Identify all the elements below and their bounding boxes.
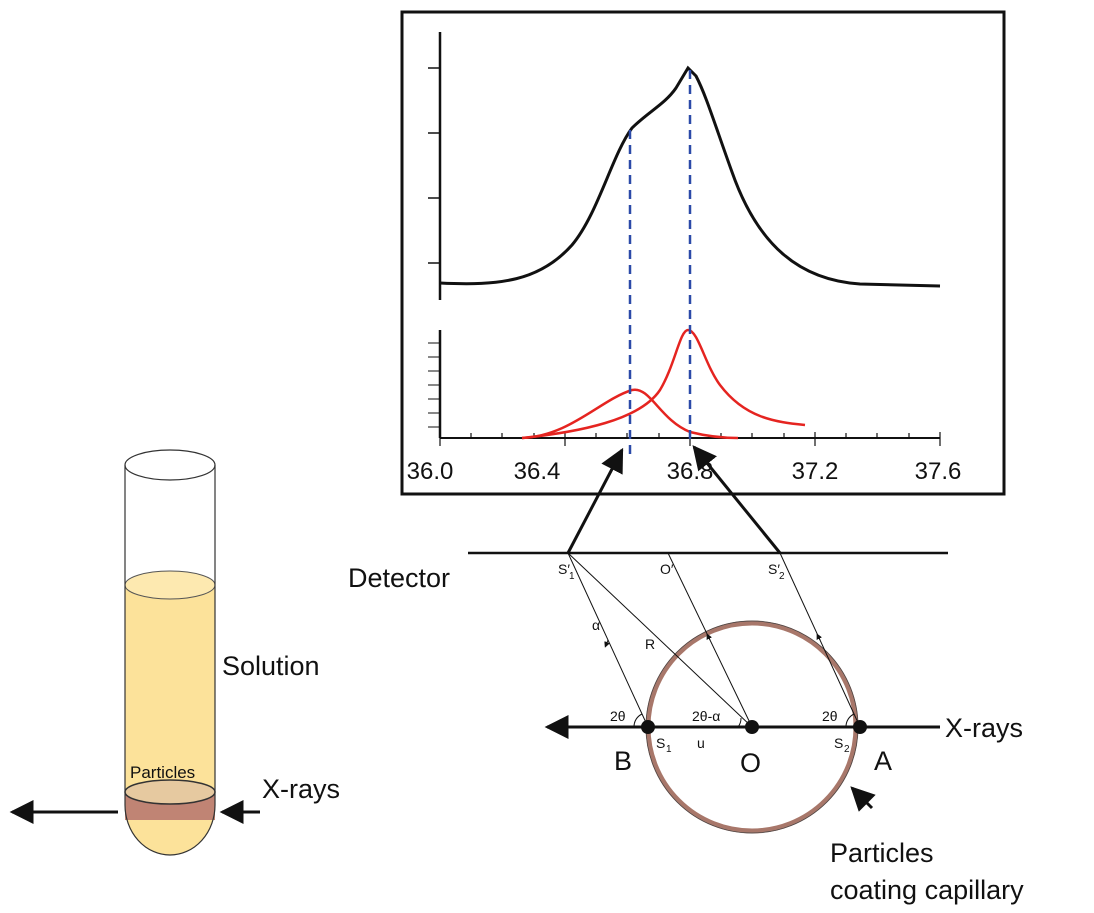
solution-surface xyxy=(125,571,215,599)
label: 2θ xyxy=(610,708,626,724)
label: Particles xyxy=(830,838,934,868)
point xyxy=(641,720,655,734)
label: Detector xyxy=(348,563,450,593)
fit-peak-main xyxy=(522,330,805,438)
diagram: 36.0 36.4 36.8 37.2 37.6 Solution Partic… xyxy=(0,0,1094,913)
lower-ticks xyxy=(428,343,440,427)
label: Solution xyxy=(222,651,320,681)
plot-frame xyxy=(402,12,1004,494)
x-tick-label: 36.0 xyxy=(407,458,454,485)
label: 1 xyxy=(569,571,575,582)
label: X-rays xyxy=(262,774,340,804)
geometry: Detector S′ 1 O′ S′ 2 α R 2θ 2θ-α 2θ S 1… xyxy=(348,447,1024,905)
label: S xyxy=(834,735,843,751)
label: A xyxy=(874,746,892,776)
angle-arcs xyxy=(634,714,854,727)
projection-arrow xyxy=(568,450,622,553)
upper-ticks xyxy=(428,68,440,263)
label: X-rays xyxy=(945,713,1023,743)
label: R xyxy=(645,636,655,652)
label: u xyxy=(697,735,705,751)
plot: 36.0 36.4 36.8 37.2 37.6 xyxy=(402,12,1004,494)
x-tick-label: 36.4 xyxy=(514,458,561,485)
test-tube: Solution Particles X-rays xyxy=(12,450,340,855)
label: O xyxy=(740,748,761,778)
label: α xyxy=(592,617,600,633)
label: S xyxy=(656,735,665,751)
point xyxy=(853,720,867,734)
label: B xyxy=(614,746,632,776)
particle-band-top xyxy=(125,780,215,804)
label: 2θ-α xyxy=(692,708,720,724)
tube-rim xyxy=(125,450,215,480)
label: 1 xyxy=(666,744,672,755)
x-tick-label: 37.6 xyxy=(915,458,962,485)
label: O′ xyxy=(660,561,674,577)
label: 2 xyxy=(844,744,850,755)
x-tick-label: 37.2 xyxy=(792,458,839,485)
coating-arrow xyxy=(852,788,872,808)
label: Particles xyxy=(130,763,195,782)
point xyxy=(745,720,759,734)
label: 2θ xyxy=(822,708,838,724)
rays xyxy=(568,553,860,727)
label: coating capillary xyxy=(830,875,1024,905)
label: 2 xyxy=(779,571,785,582)
projection-arrow xyxy=(694,447,780,553)
